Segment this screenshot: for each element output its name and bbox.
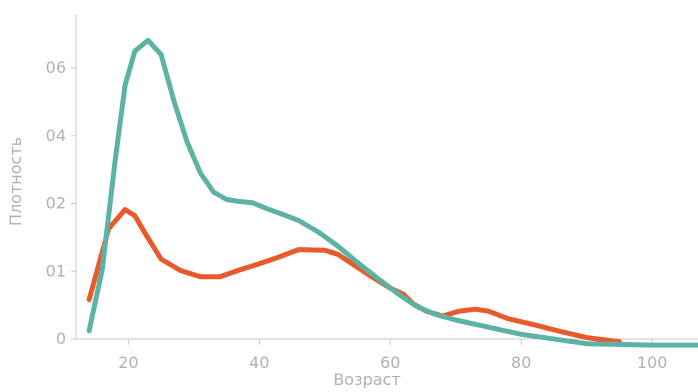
ticks: 20 40 60 80 100 0 01 02 04 06 — [46, 58, 668, 372]
y-tick-label: 02 — [46, 194, 66, 213]
y-axis-title: Плотность — [6, 137, 25, 226]
series — [86, 37, 698, 348]
y-tick-label: 01 — [46, 261, 66, 280]
x-axis-title: Возраст — [333, 370, 400, 388]
x-tick-label: 100 — [637, 353, 668, 372]
x-tick-label: 40 — [249, 353, 269, 372]
density-line-2 — [86, 37, 698, 348]
axes — [75, 14, 698, 340]
y-tick-label: 04 — [46, 126, 66, 145]
y-tick-label: 06 — [46, 58, 66, 77]
density-line-1 — [86, 207, 622, 345]
x-tick-label: 20 — [118, 353, 138, 372]
x-tick-label: 80 — [511, 353, 531, 372]
x-tick-label: 60 — [380, 353, 400, 372]
y-tick-label: 0 — [56, 329, 66, 348]
